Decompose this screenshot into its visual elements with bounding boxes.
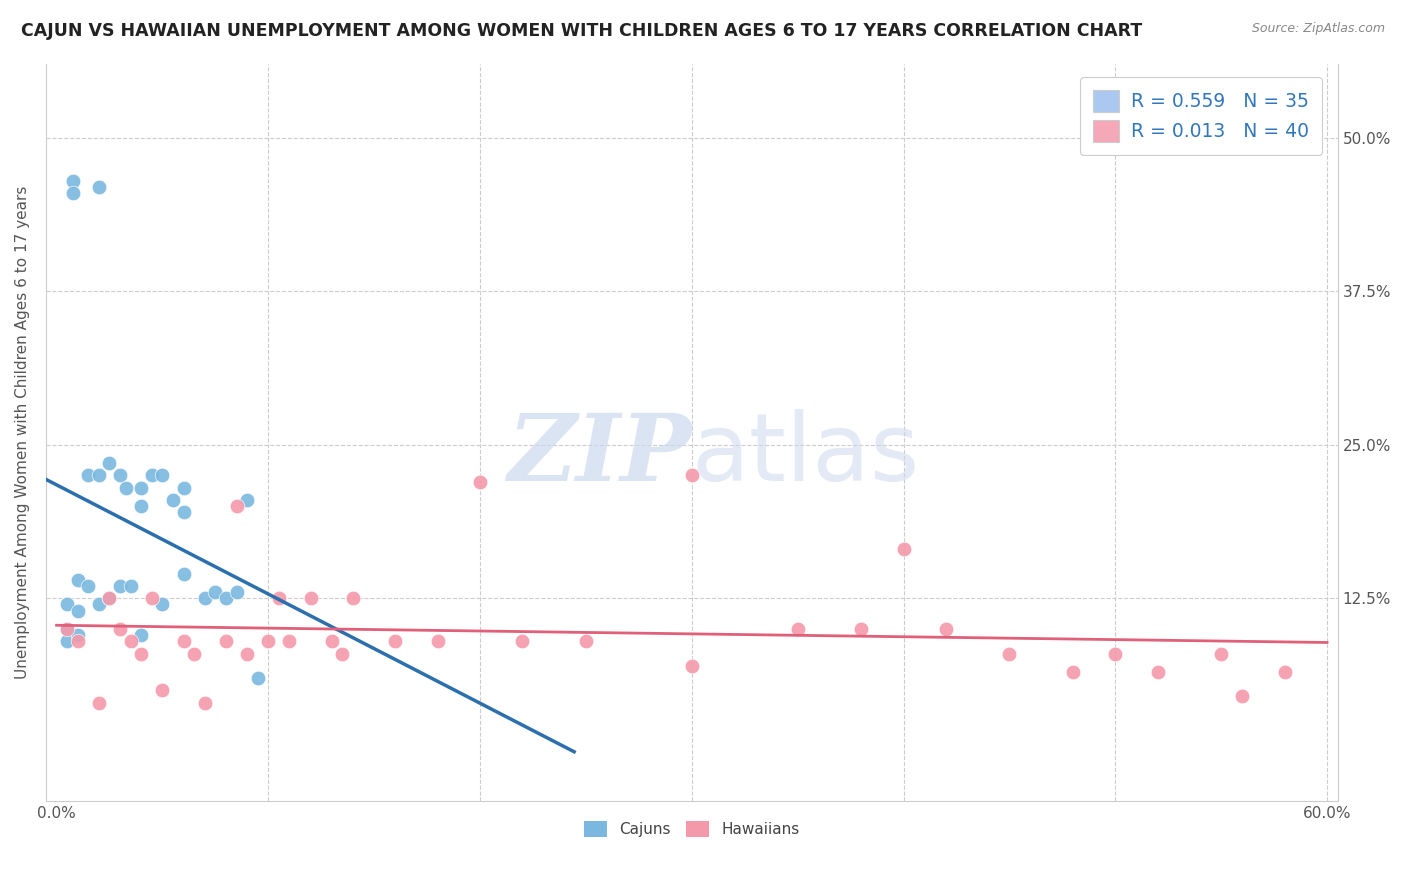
Point — [215, 634, 238, 648]
Point — [141, 591, 163, 606]
Point — [321, 634, 343, 648]
Point — [173, 481, 195, 495]
Point — [1211, 647, 1233, 661]
Point — [56, 598, 79, 612]
Point — [935, 622, 957, 636]
Point — [108, 579, 131, 593]
Point — [87, 468, 110, 483]
Point — [225, 499, 247, 513]
Point — [893, 542, 915, 557]
Point — [129, 628, 152, 642]
Point — [87, 696, 110, 710]
Point — [56, 622, 79, 636]
Point — [468, 475, 491, 489]
Point — [173, 505, 195, 519]
Point — [173, 566, 195, 581]
Point — [87, 179, 110, 194]
Point — [257, 634, 280, 648]
Point — [278, 634, 301, 648]
Point — [129, 647, 152, 661]
Point — [98, 591, 121, 606]
Point — [66, 628, 89, 642]
Point — [129, 481, 152, 495]
Point — [129, 499, 152, 513]
Point — [1232, 690, 1254, 704]
Point — [183, 647, 205, 661]
Point — [215, 591, 238, 606]
Point — [108, 622, 131, 636]
Point — [194, 696, 217, 710]
Point — [681, 658, 703, 673]
Point — [786, 622, 808, 636]
Point — [267, 591, 290, 606]
Point — [384, 634, 406, 648]
Point — [152, 468, 174, 483]
Point — [236, 493, 259, 508]
Point — [66, 634, 89, 648]
Point — [162, 493, 184, 508]
Point — [851, 622, 873, 636]
Point — [108, 468, 131, 483]
Point — [681, 468, 703, 483]
Text: Source: ZipAtlas.com: Source: ZipAtlas.com — [1251, 22, 1385, 36]
Point — [62, 186, 84, 200]
Point — [66, 603, 89, 617]
Point — [1104, 647, 1126, 661]
Text: ZIP: ZIP — [508, 409, 692, 500]
Point — [1146, 665, 1168, 679]
Point — [246, 671, 269, 685]
Point — [299, 591, 322, 606]
Point — [998, 647, 1021, 661]
Point — [152, 598, 174, 612]
Point — [120, 634, 142, 648]
Text: atlas: atlas — [692, 409, 920, 500]
Point — [236, 647, 259, 661]
Point — [332, 647, 354, 661]
Point — [152, 683, 174, 698]
Legend: Cajuns, Hawaiians: Cajuns, Hawaiians — [576, 813, 807, 845]
Point — [426, 634, 449, 648]
Point — [66, 573, 89, 587]
Point — [194, 591, 217, 606]
Point — [141, 468, 163, 483]
Point — [1062, 665, 1084, 679]
Y-axis label: Unemployment Among Women with Children Ages 6 to 17 years: Unemployment Among Women with Children A… — [15, 186, 30, 679]
Point — [1274, 665, 1296, 679]
Point — [225, 585, 247, 599]
Point — [62, 174, 84, 188]
Point — [120, 579, 142, 593]
Text: CAJUN VS HAWAIIAN UNEMPLOYMENT AMONG WOMEN WITH CHILDREN AGES 6 TO 17 YEARS CORR: CAJUN VS HAWAIIAN UNEMPLOYMENT AMONG WOM… — [21, 22, 1142, 40]
Point — [77, 468, 100, 483]
Point — [98, 591, 121, 606]
Point — [87, 598, 110, 612]
Point — [77, 579, 100, 593]
Point — [512, 634, 534, 648]
Point — [56, 634, 79, 648]
Point — [173, 634, 195, 648]
Point — [575, 634, 598, 648]
Point — [342, 591, 364, 606]
Point — [98, 456, 121, 470]
Point — [204, 585, 226, 599]
Point — [115, 481, 138, 495]
Point — [56, 622, 79, 636]
